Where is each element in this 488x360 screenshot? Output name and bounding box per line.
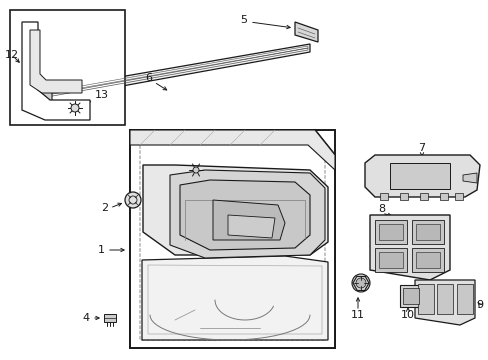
Polygon shape (30, 30, 82, 93)
Polygon shape (130, 130, 334, 348)
Text: 12: 12 (5, 50, 19, 60)
Polygon shape (130, 130, 334, 170)
Polygon shape (456, 284, 472, 314)
Text: 4: 4 (82, 313, 90, 323)
Bar (10, 10, 125, 125)
Circle shape (125, 192, 141, 208)
Polygon shape (399, 285, 421, 307)
Bar (379, 193, 387, 200)
Polygon shape (369, 215, 449, 280)
Bar (378, 252, 402, 268)
Text: 13: 13 (95, 90, 109, 100)
Text: 8: 8 (378, 204, 385, 214)
Bar (415, 252, 439, 268)
Polygon shape (374, 248, 406, 272)
Text: 7: 7 (418, 143, 425, 153)
Bar (439, 193, 447, 200)
Polygon shape (22, 22, 90, 120)
Circle shape (351, 274, 369, 292)
Polygon shape (414, 280, 474, 325)
Text: 9: 9 (475, 300, 482, 310)
Text: 6: 6 (145, 73, 152, 83)
Bar (378, 224, 402, 240)
Polygon shape (227, 215, 274, 238)
Polygon shape (180, 180, 309, 250)
Polygon shape (411, 220, 443, 244)
Polygon shape (104, 314, 116, 322)
Polygon shape (130, 130, 334, 348)
Polygon shape (374, 220, 406, 244)
Polygon shape (417, 284, 433, 314)
Bar (454, 193, 462, 200)
Circle shape (71, 104, 79, 112)
Bar (402, 288, 418, 304)
Bar (419, 193, 427, 200)
Polygon shape (364, 155, 479, 197)
Polygon shape (411, 248, 443, 272)
Polygon shape (142, 165, 327, 255)
Circle shape (193, 167, 199, 173)
Polygon shape (462, 173, 476, 183)
Polygon shape (213, 200, 285, 240)
Polygon shape (142, 256, 327, 340)
Text: 2: 2 (101, 203, 108, 213)
Text: 10: 10 (400, 310, 414, 320)
Polygon shape (42, 87, 52, 105)
Text: 11: 11 (350, 310, 364, 320)
Polygon shape (45, 44, 309, 100)
Polygon shape (436, 284, 452, 314)
Text: 1: 1 (98, 245, 105, 255)
Text: 3: 3 (161, 165, 168, 175)
Text: 5: 5 (240, 15, 246, 25)
Polygon shape (170, 170, 325, 258)
Bar (389, 163, 449, 189)
Circle shape (355, 278, 365, 288)
Bar (399, 193, 407, 200)
Polygon shape (294, 22, 317, 42)
Bar (415, 224, 439, 240)
